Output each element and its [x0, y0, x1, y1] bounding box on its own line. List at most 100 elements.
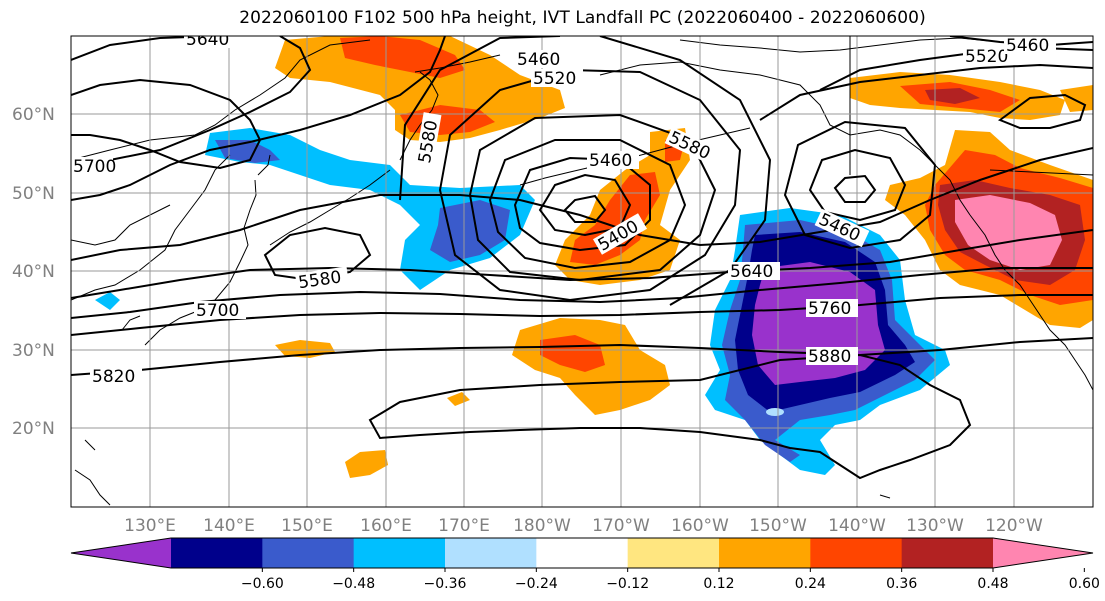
pos-region-central-red — [570, 172, 660, 265]
colorbar-tick-label: −0.24 — [515, 576, 558, 592]
lat-axis: 60°N 50°N 40°N 30°N 20°N — [12, 105, 55, 439]
colorbar-tick-label: 0.60 — [1069, 576, 1100, 592]
contour-5580-loop — [263, 226, 372, 282]
pos-region-alaska-dark — [925, 88, 980, 104]
contour-label: 5820 — [92, 367, 135, 387]
colorbar-tick-label: −0.36 — [424, 576, 467, 592]
asia-coast — [71, 39, 371, 301]
pos-region-nw-pink — [955, 195, 1062, 270]
contour-label: 5760 — [808, 299, 851, 319]
colorbar-extend-min — [71, 538, 171, 568]
hawaii — [879, 494, 891, 499]
lat-tick: 50°N — [12, 184, 55, 204]
low-center-2c — [783, 120, 937, 250]
map-area: 5640 5460 5520 5580 5460 5580 5400 5640 … — [71, 30, 1093, 507]
colorbar-box — [353, 538, 446, 568]
neg-region-small-japan — [95, 292, 120, 310]
low-center-1b — [538, 173, 632, 237]
colorbar-tick-label: −0.12 — [606, 576, 649, 592]
low-center-1f — [438, 68, 742, 302]
colorbar: −0.60 −0.48 −0.36 −0.24 −0.12 0.12 0.24 0.36 0.4… — [70, 537, 1100, 592]
map-frame — [70, 35, 1094, 508]
low-center-1a — [563, 194, 607, 223]
low-center-1d — [488, 139, 687, 270]
colorbar-box — [171, 538, 263, 568]
coastlines — [71, 36, 1093, 506]
contour-label: 5640 — [730, 262, 773, 282]
colorbar-box — [445, 538, 537, 568]
colorbar-tick-label: 0.48 — [977, 576, 1008, 592]
colorbar-extend-max — [993, 538, 1093, 568]
lon-tick: 160°E — [360, 516, 412, 536]
lon-axis: 130°E 140°E 150°E 160°E 170°E 180°W 170°… — [124, 516, 1043, 536]
contour-5580-main — [71, 147, 1093, 261]
colorbar-tick-label: 0.12 — [703, 576, 734, 592]
contour-5520-ne — [759, 63, 1093, 121]
contour-label: 5460 — [517, 50, 560, 70]
colorbar-tick-label: 0.24 — [795, 576, 826, 592]
low-center-2a — [833, 174, 877, 203]
pos-region-okhotsk-red — [340, 36, 465, 78]
low-center-1c — [513, 156, 651, 252]
contour-label: 5460 — [1006, 36, 1049, 56]
neg-region-kuril-inner — [430, 200, 510, 262]
pos-region-small-c — [345, 450, 388, 478]
lon-tick: 130°W — [906, 516, 964, 536]
lon-tick: 170°E — [438, 516, 490, 536]
lat-tick: 40°N — [12, 262, 55, 282]
contour-label: 5700 — [196, 301, 239, 321]
contour-5700 — [71, 267, 1093, 319]
contour-label: 5640 — [186, 30, 229, 50]
lat-tick: 30°N — [12, 341, 55, 361]
low-center-1e — [468, 113, 717, 282]
contour-alaska-loop — [997, 93, 1087, 129]
map-title: 2022060100 F102 500 hPa height, IVT Land… — [239, 8, 926, 28]
contour-label: 5460 — [589, 151, 632, 171]
colorbar-box — [262, 538, 355, 568]
neg-region-small-spot — [766, 408, 784, 416]
contour-label: 5520 — [533, 69, 576, 89]
kuril-chain — [269, 169, 391, 246]
colorbar-ticks: −0.60 −0.48 −0.36 −0.24 −0.12 0.12 0.24 0.36 0.4… — [241, 568, 1100, 592]
colorbar-tick-label: 0.36 — [886, 576, 917, 592]
contour-label: 5880 — [808, 347, 851, 367]
lon-tick: 160°W — [671, 516, 729, 536]
contour-5760 — [71, 294, 1093, 336]
low-center-2b — [808, 148, 907, 222]
lon-tick: 140°E — [203, 516, 255, 536]
colorbar-box — [901, 538, 994, 568]
lat-tick: 20°N — [12, 419, 55, 439]
lon-tick: 150°E — [281, 516, 333, 536]
contour-5520 — [71, 36, 446, 201]
lon-tick: 140°W — [828, 516, 886, 536]
contour-upper-west — [71, 78, 262, 170]
philippines-islands — [74, 439, 111, 506]
contour-5820 — [71, 337, 1093, 376]
pos-region-subtropic-red — [540, 335, 605, 372]
colorbar-box — [719, 538, 811, 568]
colorbar-outline — [70, 537, 1094, 569]
lon-tick: 130°E — [124, 516, 176, 536]
na-west-coast — [969, 214, 1093, 391]
colorbar-tick-label: −0.60 — [241, 576, 284, 592]
height-contours — [71, 36, 1093, 480]
contour-label: 5520 — [965, 47, 1008, 67]
lon-tick: 180°W — [513, 516, 571, 536]
colorbar-box — [810, 538, 903, 568]
colorbar-box — [627, 538, 720, 568]
kamchatka — [399, 54, 501, 161]
lat-tick: 60°N — [12, 105, 55, 125]
contour-label: 5700 — [73, 157, 116, 177]
contour-5880-loop — [368, 353, 972, 480]
colorbar-boxes — [70, 537, 1094, 569]
contour-5640 — [71, 229, 1093, 299]
ivt-positive-shading — [275, 36, 1093, 478]
lon-tick: 150°W — [749, 516, 807, 536]
pos-region-okhotsk-outer — [275, 36, 565, 142]
colorbar-tick-label: −0.48 — [332, 576, 375, 592]
lon-tick: 170°W — [592, 516, 650, 536]
lon-tick: 120°W — [985, 516, 1043, 536]
contour-5700-west — [71, 36, 312, 166]
colorbar-box — [536, 538, 629, 568]
